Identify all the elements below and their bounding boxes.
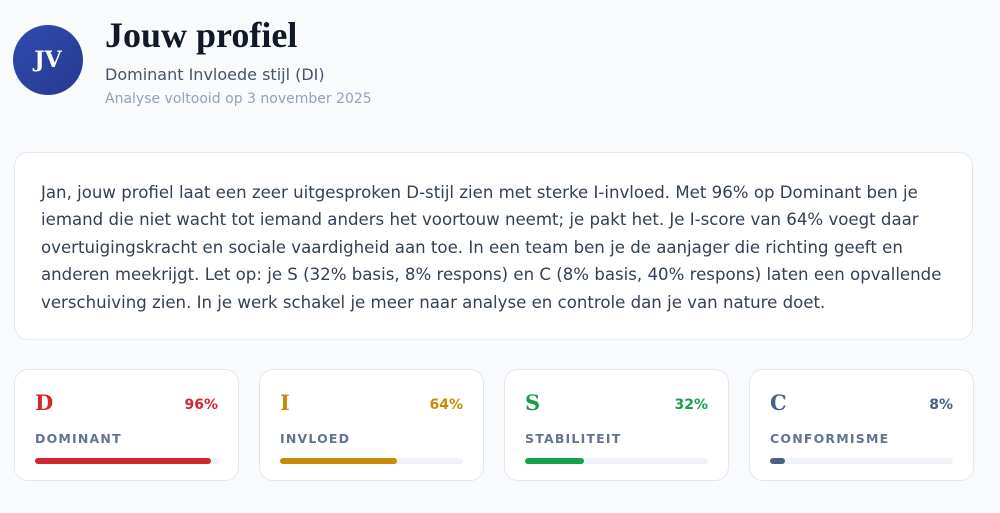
title: Jouw profiel <box>105 15 298 55</box>
score-letter: C <box>770 390 787 415</box>
score-letter: D <box>35 390 54 415</box>
score-name: DOMINANT <box>35 431 122 446</box>
score-track <box>280 458 463 464</box>
subtitle: Dominant Invloede stijl (DI) <box>105 65 325 84</box>
score-bar <box>525 458 584 464</box>
score-value: 8% <box>929 397 953 413</box>
score-name: STABILITEIT <box>525 431 622 446</box>
score-card: S 32% STABILITEIT <box>504 369 729 481</box>
score-track <box>35 458 218 464</box>
score-track <box>525 458 708 464</box>
score-value: 96% <box>184 397 218 413</box>
score-name: CONFORMISME <box>770 431 890 446</box>
score-bar <box>280 458 398 464</box>
avatar: JV <box>13 25 83 95</box>
score-card: I 64% INVLOED <box>259 369 484 481</box>
score-bar <box>770 458 785 464</box>
score-letter: I <box>280 390 290 415</box>
score-name: INVLOED <box>280 431 351 446</box>
score-card: D 96% DOMINANT <box>14 369 239 481</box>
score-value: 32% <box>674 397 708 413</box>
score-card: C 8% CONFORMISME <box>749 369 974 481</box>
score-track <box>770 458 953 464</box>
summary: Jan, jouw profiel laat een zeer uitgespr… <box>14 152 973 340</box>
score-letter: S <box>525 390 541 415</box>
score-bar <box>35 458 211 464</box>
score-value: 64% <box>429 397 463 413</box>
date: Analyse voltooid op 3 november 2025 <box>105 91 372 107</box>
